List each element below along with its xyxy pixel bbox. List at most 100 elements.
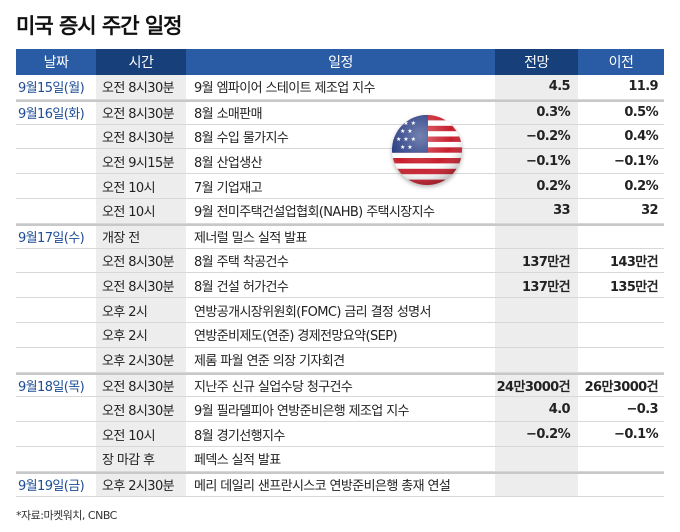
date-cell (16, 397, 96, 421)
date-cell (16, 447, 96, 471)
date-cell (16, 422, 96, 446)
time-cell: 오전 8시30분 (96, 397, 186, 422)
time-cell: 오전 10시 (96, 174, 186, 198)
previous-cell (578, 226, 664, 248)
header-time: 시간 (96, 49, 186, 75)
event-cell: 지난주 신규 실업수당 청구건수 (194, 379, 353, 395)
forecast-cell (495, 298, 578, 322)
event-cell: 연방공개시장위원회(FOMC) 금리 결정 성명서 (194, 304, 432, 320)
table-row: 오전 10시 8월 경기선행지수 −0.2% −0.1% (16, 422, 664, 447)
previous-cell: 11.9 (628, 79, 658, 95)
date-cell (16, 174, 96, 198)
time-cell: 오전 8시30분 (96, 273, 186, 298)
date-cell: 9월17일(수) (18, 231, 85, 247)
previous-cell: −0.3 (626, 401, 658, 417)
header-event: 일정 (186, 49, 495, 75)
time-cell: 오후 2시 (96, 322, 186, 347)
event-cell: 9월 필라델피아 연방준비은행 제조업 지수 (194, 403, 410, 419)
page-title: 미국 증시 주간 일정 (16, 14, 182, 38)
event-cell: 제롬 파월 연준 의장 기자회견 (194, 354, 345, 370)
time-cell: 장 마감 후 (96, 446, 186, 471)
date-cell: 9월15일(월) (18, 81, 85, 97)
table-row: 오전 10시 9월 전미주택건설업협회(NAHB) 주택시장지수 33 32 (16, 198, 664, 224)
forecast-cell (495, 446, 578, 471)
table-row: 오전 8시30분 8월 건설 허가건수 137만건 135만건 (16, 273, 664, 299)
previous-cell: −0.1% (614, 153, 659, 169)
date-cell (16, 323, 96, 347)
time-cell: 오전 10시 (96, 198, 186, 223)
previous-cell (578, 323, 664, 347)
date-cell (16, 273, 96, 297)
date-cell (16, 249, 96, 273)
forecast-cell: 0.3% (495, 101, 578, 124)
date-cell: 9월18일(목) (18, 379, 85, 395)
table-row: 오전 8시30분 9월 필라델피아 연방준비은행 제조업 지수 4.0 −0.3 (16, 397, 664, 423)
date-cell: 9월19일(금) (18, 479, 85, 495)
forecast-cell: −0.1% (495, 149, 578, 174)
previous-cell: 0.4% (624, 128, 658, 144)
table-row: 9월18일(목) 오전 8시30분 지난주 신규 실업수당 청구건수 24만3000건… (16, 372, 664, 398)
previous-cell (578, 447, 664, 471)
event-cell: 페덱스 실적 발표 (194, 453, 281, 469)
time-cell: 오후 2시30분 (96, 347, 186, 372)
table-body: 9월15일(월) 오전 8시30분 9월 엠파이어 스테이트 제조업 지수 4.5 11… (16, 75, 664, 497)
time-cell: 오전 8시30분 (96, 374, 186, 397)
time-cell: 오후 2시 (96, 298, 186, 322)
time-cell: 오전 8시30분 (96, 75, 186, 99)
previous-cell: 0.5% (624, 105, 658, 121)
event-cell: 제너럴 밀스 실적 발표 (194, 231, 307, 247)
time-cell: 오전 8시30분 (96, 101, 186, 124)
forecast-cell (495, 322, 578, 347)
event-cell: 연방준비제도(연준) 경제전망요약(SEP) (194, 329, 398, 345)
table-row: 9월15일(월) 오전 8시30분 9월 엠파이어 스테이트 제조업 지수 4.5 11… (16, 75, 664, 100)
previous-cell: 135만건 (609, 279, 659, 295)
time-cell: 개장 전 (96, 225, 186, 248)
previous-cell: 26만3000건 (584, 379, 659, 395)
header-date: 날짜 (16, 49, 96, 75)
table-row: 장 마감 후 페덱스 실적 발표 (16, 446, 664, 472)
event-cell: 7월 기업재고 (194, 180, 263, 196)
schedule-table: 날짜 시간 일정 전망 이전 9월15일(월) 오전 8시30분 9월 엠파이어 스… (16, 49, 664, 497)
forecast-cell: 137만건 (495, 248, 578, 273)
event-cell: 8월 소매판매 (194, 107, 263, 123)
event-cell: 9월 엠파이어 스테이트 제조업 지수 (194, 81, 375, 97)
forecast-cell: 33 (495, 198, 578, 223)
date-cell (16, 348, 96, 372)
forecast-cell: 0.2% (495, 174, 578, 198)
table-row: 오전 9시15분 8월 산업생산 −0.1% −0.1% (16, 149, 664, 175)
table-row: 오후 2시 연방준비제도(연준) 경제전망요약(SEP) (16, 322, 664, 348)
previous-cell (578, 474, 664, 496)
table-row: 오전 10시 7월 기업재고 0.2% 0.2% (16, 174, 664, 199)
time-cell: 오전 9시15분 (96, 149, 186, 174)
table-row: 9월16일(화) 오전 8시30분 8월 소매판매 0.3% 0.5% (16, 99, 664, 125)
forecast-cell: 24만3000건 (495, 374, 578, 397)
event-cell: 9월 전미주택건설업협회(NAHB) 주택시장지수 (194, 205, 435, 221)
forecast-cell: −0.2% (495, 422, 578, 446)
forecast-cell (495, 225, 578, 248)
previous-cell: −0.1% (614, 426, 659, 442)
previous-cell (578, 298, 664, 322)
table-row: 9월19일(금) 오후 2시30분 메리 데일리 샌프란시스코 연방준비은행 총재 … (16, 471, 664, 497)
time-cell: 오전 8시30분 (96, 248, 186, 273)
us-flag-icon: ★ ★ ★★ ★ ★ ★ ★★ ★ (392, 115, 462, 185)
forecast-cell (495, 473, 578, 496)
forecast-cell (495, 347, 578, 372)
forecast-cell: 4.5 (495, 75, 578, 99)
forecast-cell: 137만건 (495, 273, 578, 298)
event-cell: 8월 수입 물가지수 (194, 130, 289, 146)
previous-cell: 32 (641, 203, 659, 219)
date-cell: 9월16일(화) (18, 107, 85, 123)
table-header: 날짜 시간 일정 전망 이전 (16, 49, 664, 75)
source-note: *자료:마켓워치, CNBC (16, 509, 117, 522)
table-row: 오후 2시30분 제롬 파월 연준 의장 기자회견 (16, 347, 664, 373)
event-cell: 8월 건설 허가건수 (194, 279, 289, 295)
previous-cell (578, 348, 664, 372)
forecast-cell: 4.0 (495, 397, 578, 422)
time-cell: 오후 2시30분 (96, 473, 186, 496)
date-cell (16, 298, 96, 322)
table-row: 오후 2시 연방공개시장위원회(FOMC) 금리 결정 성명서 (16, 298, 664, 323)
header-forecast: 전망 (495, 49, 578, 75)
date-cell (16, 149, 96, 173)
date-cell (16, 125, 96, 149)
event-cell: 8월 산업생산 (194, 155, 263, 171)
